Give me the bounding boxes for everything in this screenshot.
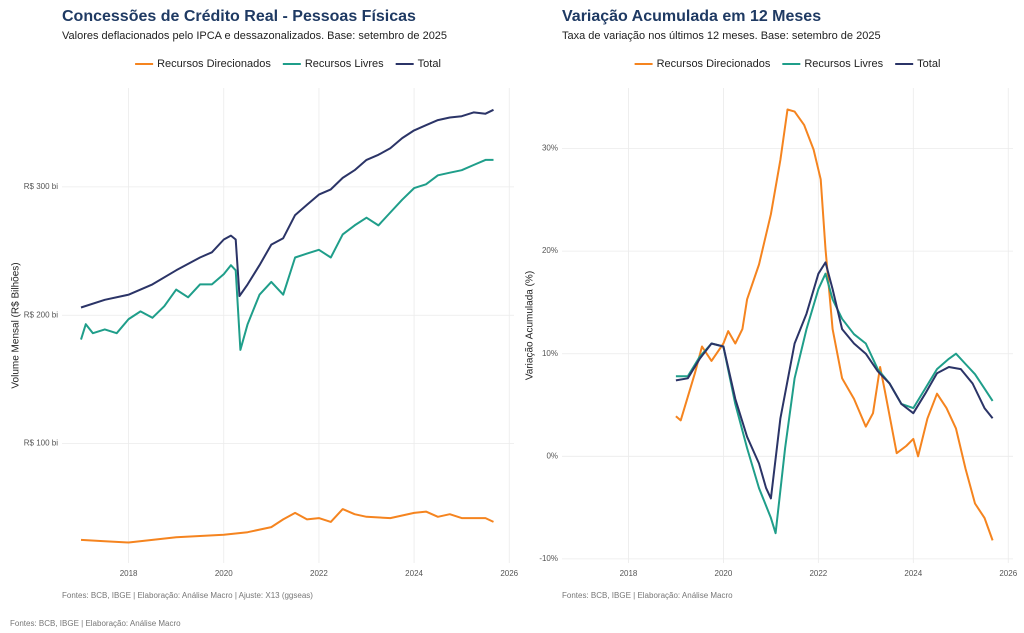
x-tick-label: 2024 xyxy=(904,569,922,578)
y-axis-label: Volume Mensal (R$ Bilhões) xyxy=(11,262,22,388)
y-tick-label: R$ 100 bi xyxy=(24,439,58,448)
x-tick-label: 2020 xyxy=(715,569,733,578)
chart-title: Variação Acumulada em 12 Meses xyxy=(562,8,821,25)
series-line xyxy=(80,158,494,351)
chart-subtitle: Taxa de variação nos últimos 12 meses. B… xyxy=(562,30,881,42)
legend-label: Recursos Livres xyxy=(305,58,384,70)
series-line xyxy=(675,108,994,541)
legend-label: Total xyxy=(418,58,441,70)
x-tick-label: 2022 xyxy=(310,569,328,578)
legend: Recursos Direcionados Recursos Livres Tota… xyxy=(634,58,940,70)
y-tick-label: 30% xyxy=(542,144,558,153)
chart-caption: Fontes: BCB, IBGE | Elaboração: Análise … xyxy=(62,591,313,600)
series-line xyxy=(675,272,994,535)
y-tick-label: 10% xyxy=(542,349,558,358)
y-axis-label: Variação Acumulada (%) xyxy=(525,271,536,380)
y-tick-label: R$ 200 bi xyxy=(24,310,58,319)
y-tick-label: 20% xyxy=(542,246,558,255)
y-tick-label: 0% xyxy=(546,451,558,460)
series-line xyxy=(675,261,994,500)
x-tick-label: 2018 xyxy=(620,569,638,578)
legend-label: Total xyxy=(917,58,940,70)
legend: Recursos Direcionados Recursos Livres Tota… xyxy=(135,58,441,70)
y-tick-label: R$ 300 bi xyxy=(24,182,58,191)
legend-label: Recursos Livres xyxy=(804,58,883,70)
chart-title: Concessões de Crédito Real - Pessoas Fís… xyxy=(62,8,416,25)
series-line xyxy=(80,108,494,309)
x-tick-label: 2022 xyxy=(809,569,827,578)
x-tick-label: 2026 xyxy=(999,569,1017,578)
legend-label: Recursos Direcionados xyxy=(157,58,271,70)
chart-subtitle: Valores deflacionados pelo IPCA e dessaz… xyxy=(62,30,447,42)
chart-caption: Fontes: BCB, IBGE | Elaboração: Análise … xyxy=(562,591,733,600)
series-line xyxy=(80,508,494,544)
x-tick-label: 2024 xyxy=(405,569,423,578)
x-tick-label: 2020 xyxy=(215,569,233,578)
y-tick-label: -10% xyxy=(539,554,558,563)
x-tick-label: 2026 xyxy=(500,569,518,578)
legend-label: Recursos Direcionados xyxy=(657,58,771,70)
x-tick-label: 2018 xyxy=(120,569,138,578)
page-caption: Fontes: BCB, IBGE | Elaboração: Análise … xyxy=(10,619,181,628)
